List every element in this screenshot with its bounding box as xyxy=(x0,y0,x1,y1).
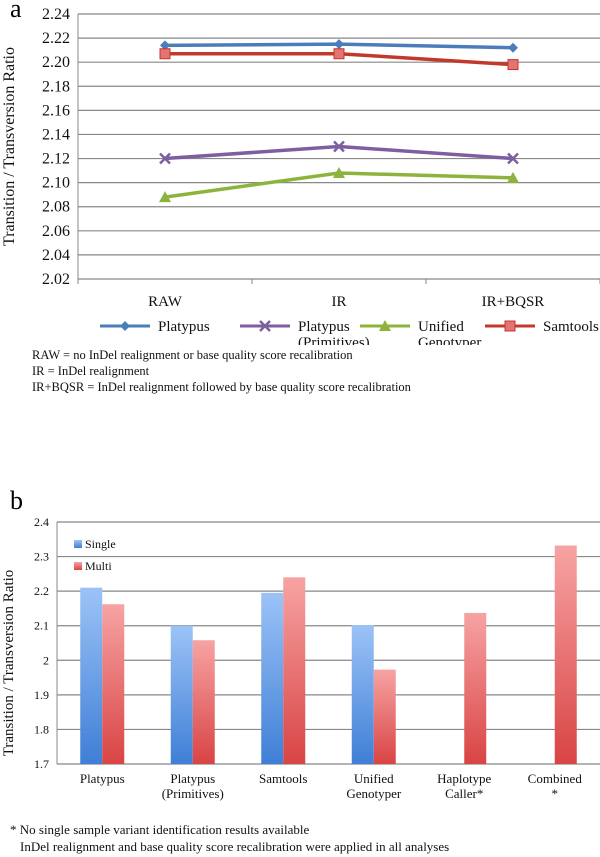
note-ir: IR = InDel realignment xyxy=(32,364,150,378)
legend-label: Genotyper xyxy=(418,335,481,345)
y-tick-label: 2.18 xyxy=(42,78,70,95)
marker-x xyxy=(159,152,171,165)
y-tick-label: 2.02 xyxy=(42,271,70,288)
bar-multi xyxy=(102,604,125,764)
y-tick-label: 2.12 xyxy=(42,151,70,168)
bar-single xyxy=(170,625,193,764)
marker-x xyxy=(259,320,271,332)
marker-triangle xyxy=(507,171,519,183)
panel-label-a: a xyxy=(10,0,22,23)
legend-label: Unified xyxy=(418,319,464,335)
marker-x xyxy=(333,140,345,153)
marker-diamond xyxy=(334,39,344,50)
note-raw: RAW = no InDel realignment or base quali… xyxy=(32,348,353,362)
marker-square xyxy=(333,48,345,60)
marker-triangle xyxy=(379,320,391,331)
bar-multi xyxy=(554,545,577,764)
marker-triangle xyxy=(333,167,345,178)
y-tick-label: 2.22 xyxy=(42,30,70,47)
y-tick-label: 2.4 xyxy=(34,515,49,529)
marker-square xyxy=(159,48,171,60)
bar-multi xyxy=(373,669,396,764)
y-tick-label: 2.3 xyxy=(34,550,49,564)
marker-diamond xyxy=(120,321,130,331)
y-tick-label: 1.8 xyxy=(34,722,49,736)
x-tick-label: (Primitives) xyxy=(162,786,224,801)
y-tick-label: 2.08 xyxy=(42,199,70,216)
legend-swatch xyxy=(74,562,82,570)
y-axis-label: Transition / Transversion Ratio xyxy=(1,570,17,757)
y-tick-label: 2.16 xyxy=(42,102,70,119)
bar-multi xyxy=(464,612,487,764)
marker-x xyxy=(507,152,519,165)
bar-single xyxy=(261,592,284,764)
y-tick-label: 2.1 xyxy=(34,619,49,633)
marker-square xyxy=(504,320,516,332)
y-tick-label: 2 xyxy=(43,653,49,667)
x-tick-label: * xyxy=(552,786,559,801)
y-tick-label: 2.20 xyxy=(42,54,70,71)
panel-label-b: b xyxy=(10,486,23,515)
marker-triangle xyxy=(159,191,171,203)
legend-label: Single xyxy=(85,537,116,551)
bar-single xyxy=(80,587,103,764)
y-tick-label: 2.10 xyxy=(42,175,70,192)
x-tick-label: Samtools xyxy=(259,771,307,786)
x-tick-label: Platypus xyxy=(80,771,125,786)
marker-diamond xyxy=(160,40,170,51)
x-tick-label: RAW xyxy=(148,294,183,310)
legend-label: Platypus xyxy=(158,319,210,335)
chart-a: 2.02 2.04 2.06 2.08 2.10 2.12 2.14 2.16 2.18 2.20… xyxy=(1,6,600,345)
y-tick-label: 2.2 xyxy=(34,584,49,598)
note-ir-bqsr: IR+BQSR = InDel realignment followed by … xyxy=(32,380,411,394)
footnote-2: InDel realignment and base quality score… xyxy=(20,839,450,854)
legend-label: Platypus xyxy=(298,319,350,335)
x-tick-label: Haplotype xyxy=(437,771,491,786)
y-tick-label: 2.06 xyxy=(42,223,70,240)
y-tick-label: 2.24 xyxy=(42,6,70,23)
x-tick-label: IR xyxy=(332,294,347,310)
footnote-1: * No single sample variant identificatio… xyxy=(10,822,310,837)
y-tick-label: 2.14 xyxy=(42,126,70,143)
x-tick-label: Caller* xyxy=(445,786,483,801)
series-line xyxy=(164,144,514,161)
y-axis-label: Transition / Transversion Ratio xyxy=(1,47,18,246)
x-tick-label: Unified xyxy=(354,771,394,786)
x-tick-label: IR+BQSR xyxy=(482,294,545,310)
bar-multi xyxy=(192,640,215,764)
marker-square xyxy=(507,59,519,71)
bar-multi xyxy=(283,577,306,764)
y-tick-label: 1.7 xyxy=(34,757,49,771)
y-tick-label: 2.04 xyxy=(42,247,70,264)
legend-label: (Primitives) xyxy=(298,335,370,345)
x-tick-label: Genotyper xyxy=(346,786,402,801)
chart-b: 1.7 1.8 1.9 2 2.1 2.2 2.3 2.4 Transition / Trans… xyxy=(1,515,600,801)
marker-diamond xyxy=(508,42,518,53)
legend-swatch xyxy=(74,540,82,548)
legend-label: Multi xyxy=(85,559,112,573)
x-tick-label: Platypus xyxy=(170,771,215,786)
legend-label: Samtools xyxy=(543,319,599,335)
bar-single xyxy=(351,625,374,764)
y-tick-label: 1.9 xyxy=(34,688,49,702)
x-tick-label: Combined xyxy=(528,771,583,786)
